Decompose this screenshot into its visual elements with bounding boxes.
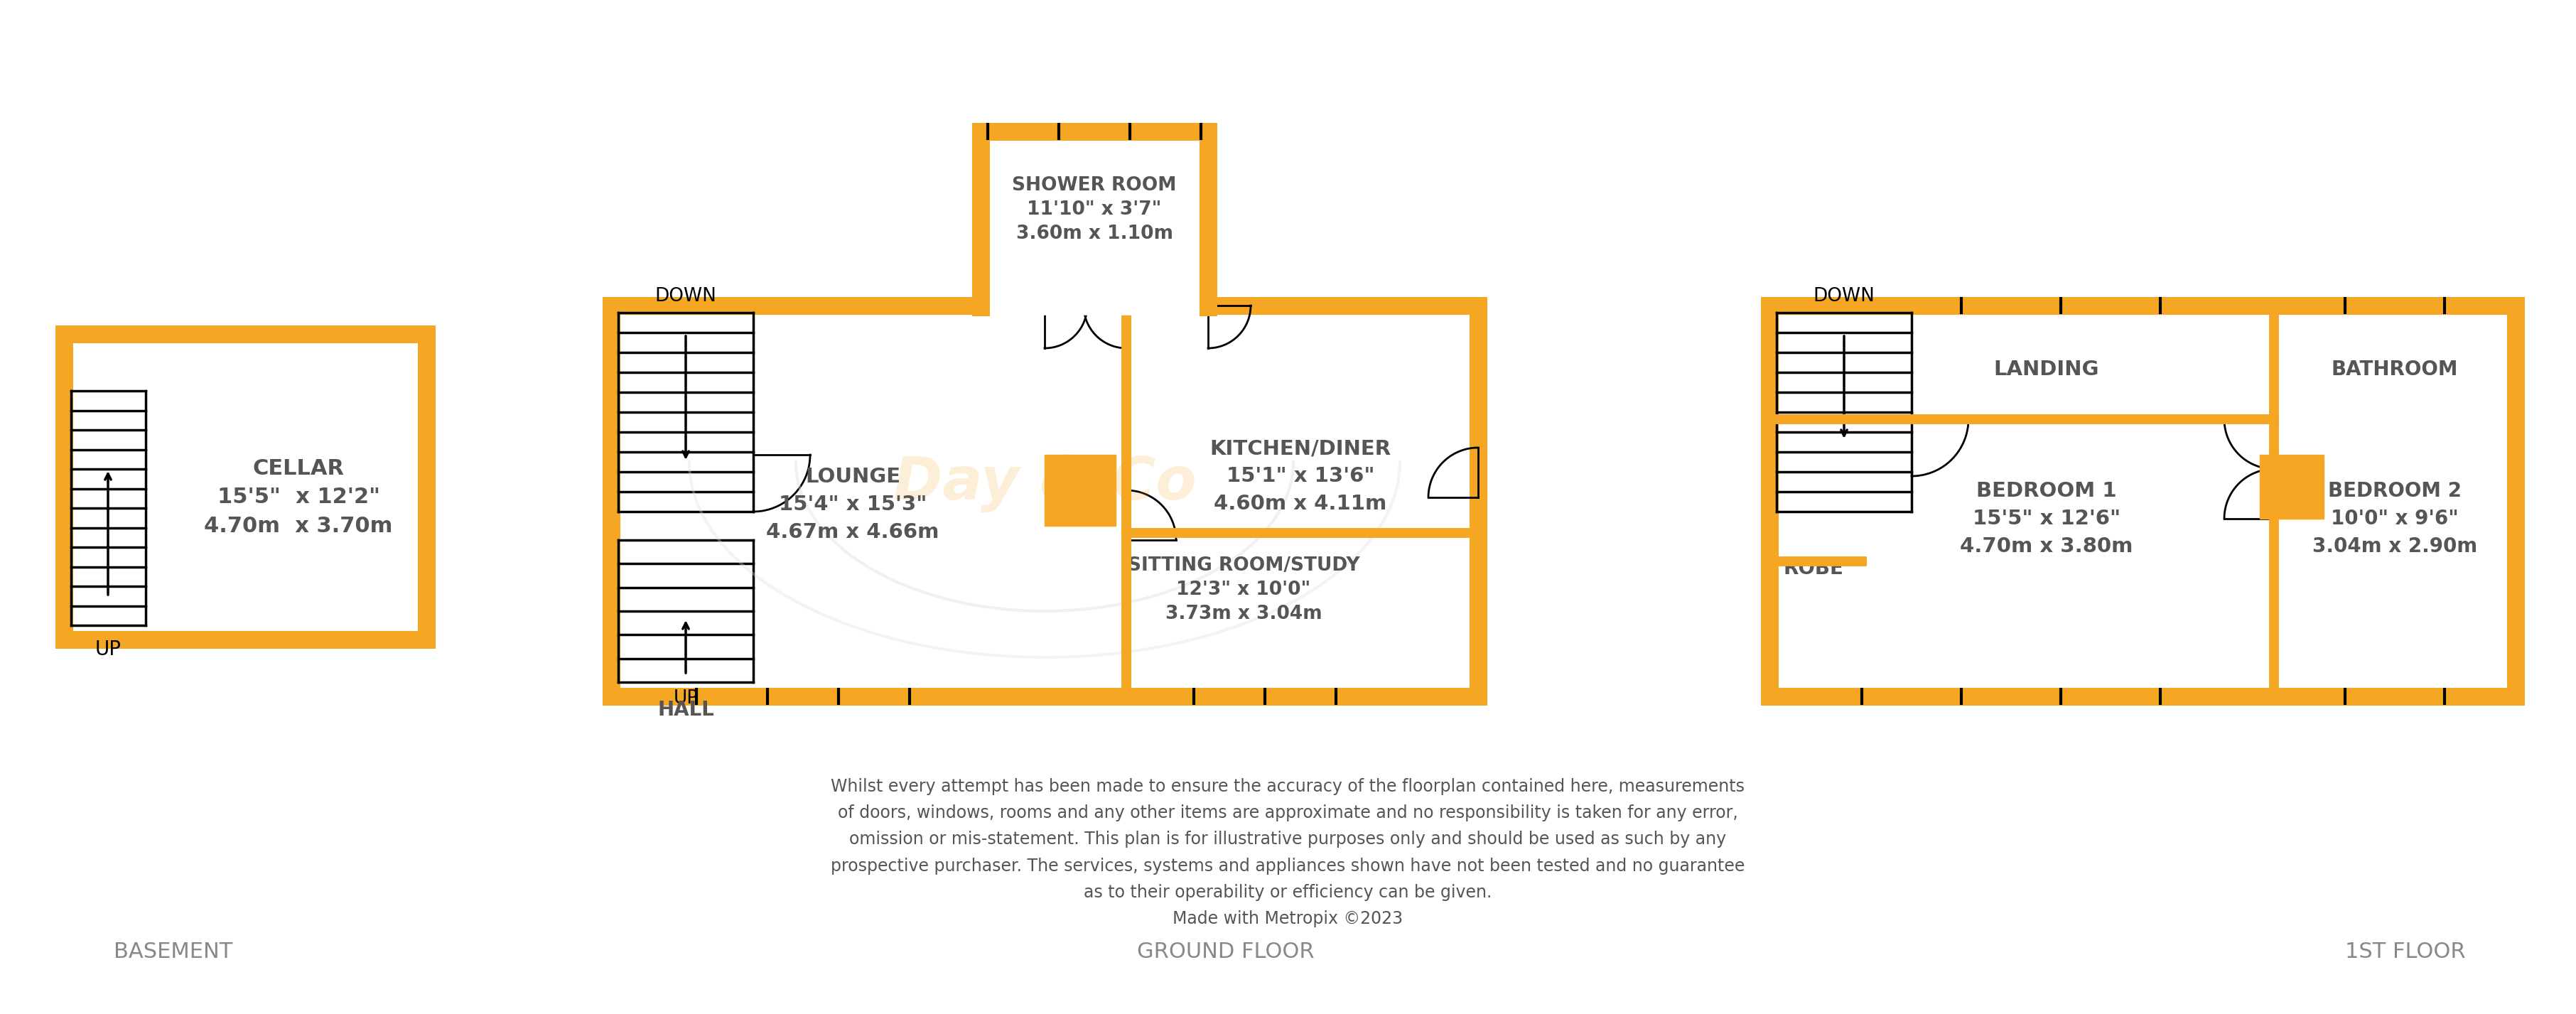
Text: HALL: HALL [657, 700, 714, 720]
Text: GROUND FLOOR: GROUND FLOOR [1136, 942, 1314, 962]
Text: Whilst every attempt has been made to ensure the accuracy of the floorplan conta: Whilst every attempt has been made to en… [829, 778, 1744, 928]
Text: SHOWER ROOM
11'10" x 3'7"
3.60m x 1.10m: SHOWER ROOM 11'10" x 3'7" 3.60m x 1.10m [1012, 176, 1177, 243]
Bar [1770, 305, 2517, 697]
Text: DOWN: DOWN [1814, 287, 1875, 305]
Text: ROBE: ROBE [1783, 559, 1844, 578]
Text: LOUNGE
15'4" x 15'3"
4.67m x 4.66m: LOUNGE 15'4" x 15'3" 4.67m x 4.66m [765, 466, 940, 542]
Text: SITTING ROOM/STUDY
12'3" x 10'0"
3.73m x 3.04m: SITTING ROOM/STUDY 12'3" x 10'0" 3.73m x… [1128, 557, 1360, 624]
Text: Day & Co: Day & Co [894, 454, 1195, 512]
Text: UP: UP [95, 640, 121, 659]
Text: KITCHEN/DINER
15'1" x 13'6"
4.60m x 4.11m: KITCHEN/DINER 15'1" x 13'6" 4.60m x 4.11… [1211, 438, 1391, 514]
Bar [2259, 454, 2324, 519]
Text: BASEMENT: BASEMENT [113, 942, 232, 962]
Text: BATHROOM: BATHROOM [2331, 360, 2458, 379]
Bar [1046, 454, 1115, 526]
Text: 1ST FLOOR: 1ST FLOOR [2344, 942, 2465, 962]
Text: UP: UP [672, 690, 698, 708]
Bar [64, 334, 428, 640]
Bar [611, 305, 1479, 697]
Text: BEDROOM 1
15'5" x 12'6"
4.70m x 3.80m: BEDROOM 1 15'5" x 12'6" 4.70m x 3.80m [1960, 481, 2133, 557]
Text: CELLAR
15'5"  x 12'2"
4.70m  x 3.70m: CELLAR 15'5" x 12'2" 4.70m x 3.70m [204, 458, 392, 536]
Text: LANDING: LANDING [1994, 360, 2099, 379]
Text: BEDROOM 2
10'0" x 9'6"
3.04m x 2.90m: BEDROOM 2 10'0" x 9'6" 3.04m x 2.90m [2313, 481, 2478, 557]
Bar [981, 132, 1208, 305]
Text: DOWN: DOWN [654, 287, 716, 305]
